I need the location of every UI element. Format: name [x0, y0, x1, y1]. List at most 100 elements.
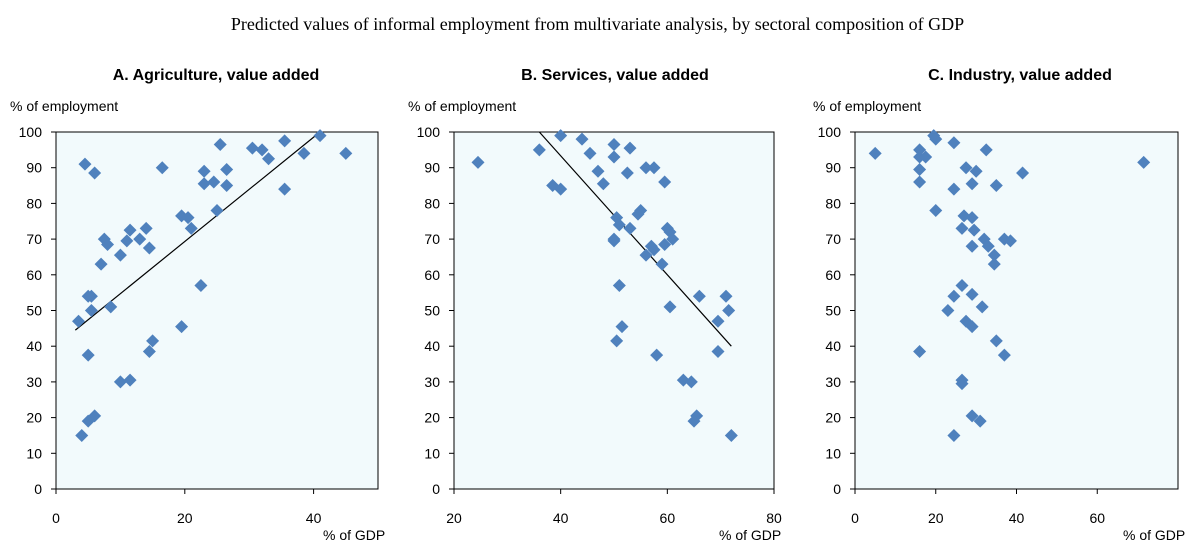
panel-agriculture: A. Agriculture, value added % of employm…	[10, 67, 385, 543]
data-point	[181, 211, 195, 225]
data-point	[965, 177, 979, 191]
y-tick-label: 20	[26, 410, 42, 426]
data-point	[123, 373, 137, 387]
data-point	[532, 143, 546, 157]
plot-area	[854, 131, 1179, 490]
y-tick-label: 50	[424, 303, 440, 319]
data-point	[133, 232, 147, 246]
data-point	[955, 279, 969, 293]
data-point	[262, 152, 276, 166]
data-point	[623, 221, 637, 235]
y-tick-label: 80	[26, 195, 42, 211]
y-tick-label: 10	[26, 445, 42, 461]
x-tick-label: 0	[52, 510, 60, 526]
data-point	[711, 345, 725, 359]
y-tick-label: 40	[26, 338, 42, 354]
data-point	[989, 179, 1003, 193]
data-point	[78, 157, 92, 171]
data-point	[975, 300, 989, 314]
data-point	[979, 143, 993, 157]
y-tick-label: 70	[825, 231, 841, 247]
data-point	[220, 179, 234, 193]
chart-main-title: Predicted values of informal employment …	[230, 14, 965, 34]
data-point	[575, 132, 589, 146]
data-point	[615, 320, 629, 334]
data-point	[722, 304, 736, 317]
data-point	[101, 237, 115, 251]
data-point	[913, 345, 927, 359]
data-point	[139, 221, 153, 235]
data-point	[724, 428, 738, 442]
data-point	[84, 304, 98, 317]
data-point	[965, 239, 979, 253]
data-point	[947, 428, 961, 442]
data-point	[197, 164, 211, 178]
data-point	[913, 175, 927, 189]
data-point	[591, 164, 605, 178]
y-tick-label: 20	[424, 410, 440, 426]
data-point	[81, 414, 95, 428]
panel-title: C. Industry, value added	[928, 67, 1112, 84]
data-point	[120, 234, 134, 248]
data-point	[607, 137, 621, 151]
data-point	[607, 234, 621, 248]
y-tick-label: 100	[19, 124, 43, 140]
data-point	[607, 150, 621, 164]
data-point	[913, 162, 927, 176]
data-point	[72, 314, 86, 328]
data-point	[213, 137, 227, 151]
x-tick-label: 20	[928, 510, 944, 526]
data-point	[658, 237, 672, 251]
data-point	[1137, 155, 1151, 169]
panel-industry: C. Industry, value added % of employment…	[813, 67, 1185, 543]
y-tick-label: 10	[825, 445, 841, 461]
data-point	[959, 161, 973, 175]
data-point	[471, 155, 485, 169]
data-point	[947, 136, 961, 150]
data-point	[687, 414, 701, 428]
data-point	[969, 164, 983, 178]
data-point	[146, 334, 160, 348]
data-point	[989, 334, 1003, 348]
data-point	[184, 221, 198, 235]
data-point	[655, 257, 669, 271]
data-point	[255, 143, 269, 157]
data-point	[973, 414, 987, 428]
data-point	[197, 177, 211, 191]
y-tick-label: 70	[26, 231, 42, 247]
y-tick-label: 90	[825, 160, 841, 176]
trend-line	[74, 131, 321, 331]
panel-title: A. Agriculture, value added	[113, 67, 320, 84]
data-point	[175, 320, 189, 334]
panel-services: B. Services, value added % of employment…	[408, 67, 782, 543]
trend-line	[538, 131, 732, 347]
y-tick-label: 30	[424, 374, 440, 390]
data-point	[554, 182, 568, 196]
y-tick-label: 0	[833, 481, 841, 497]
x-tick-label: 0	[851, 510, 859, 526]
y-tick-label: 100	[818, 124, 842, 140]
data-point	[955, 377, 969, 391]
y-tick-label: 80	[424, 195, 440, 211]
data-point	[113, 248, 127, 262]
data-point	[123, 223, 137, 237]
data-point	[104, 300, 118, 314]
data-point	[194, 279, 208, 293]
data-point	[596, 177, 610, 191]
data-point	[297, 146, 311, 160]
y-tick-label: 80	[825, 195, 841, 211]
x-tick-label: 40	[1009, 510, 1025, 526]
data-point	[941, 304, 955, 317]
y-tick-label: 0	[432, 481, 440, 497]
y-axis-label: % of employment	[408, 98, 516, 114]
data-point	[692, 289, 706, 303]
x-axis-label: % of GDP	[323, 527, 385, 543]
data-point	[987, 257, 1001, 271]
data-point	[929, 132, 943, 146]
y-tick-label: 50	[26, 303, 42, 319]
data-point	[955, 221, 969, 235]
data-point	[94, 257, 108, 271]
x-tick-label: 40	[553, 510, 569, 526]
data-point	[220, 162, 234, 176]
y-axis-label: % of employment	[813, 98, 921, 114]
